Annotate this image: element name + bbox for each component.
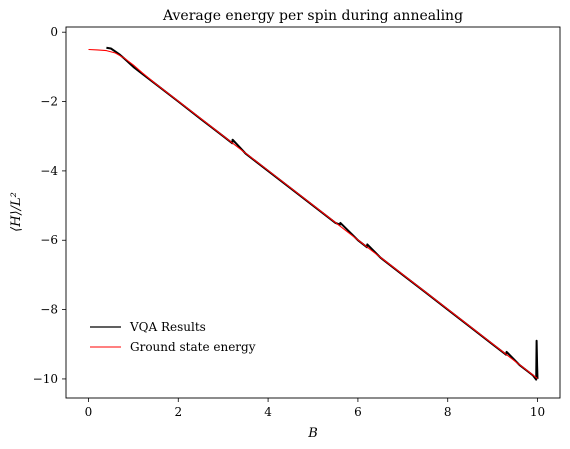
- chart-title: Average energy per spin during annealing: [162, 8, 463, 24]
- y-axis-label: ⟨H⟩/L²: [9, 192, 24, 232]
- y-tick-label: −2: [40, 95, 58, 109]
- x-tick-label: 10: [530, 405, 545, 419]
- x-tick-label: 6: [354, 405, 362, 419]
- x-tick-label: 8: [444, 405, 452, 419]
- legend-label-ground-state-energy: Ground state energy: [130, 340, 256, 354]
- x-tick-label: 4: [264, 405, 272, 419]
- y-tick-label: 0: [50, 25, 58, 39]
- x-axis-label: B: [307, 426, 318, 441]
- y-tick-label: −8: [40, 303, 58, 317]
- legend-label-vqa-results: VQA Results: [129, 320, 206, 334]
- x-tick-label: 2: [174, 405, 182, 419]
- y-tick-label: −4: [40, 164, 58, 178]
- y-tick-label: −10: [33, 372, 58, 386]
- y-tick-label: −6: [40, 233, 58, 247]
- x-tick-label: 0: [85, 405, 93, 419]
